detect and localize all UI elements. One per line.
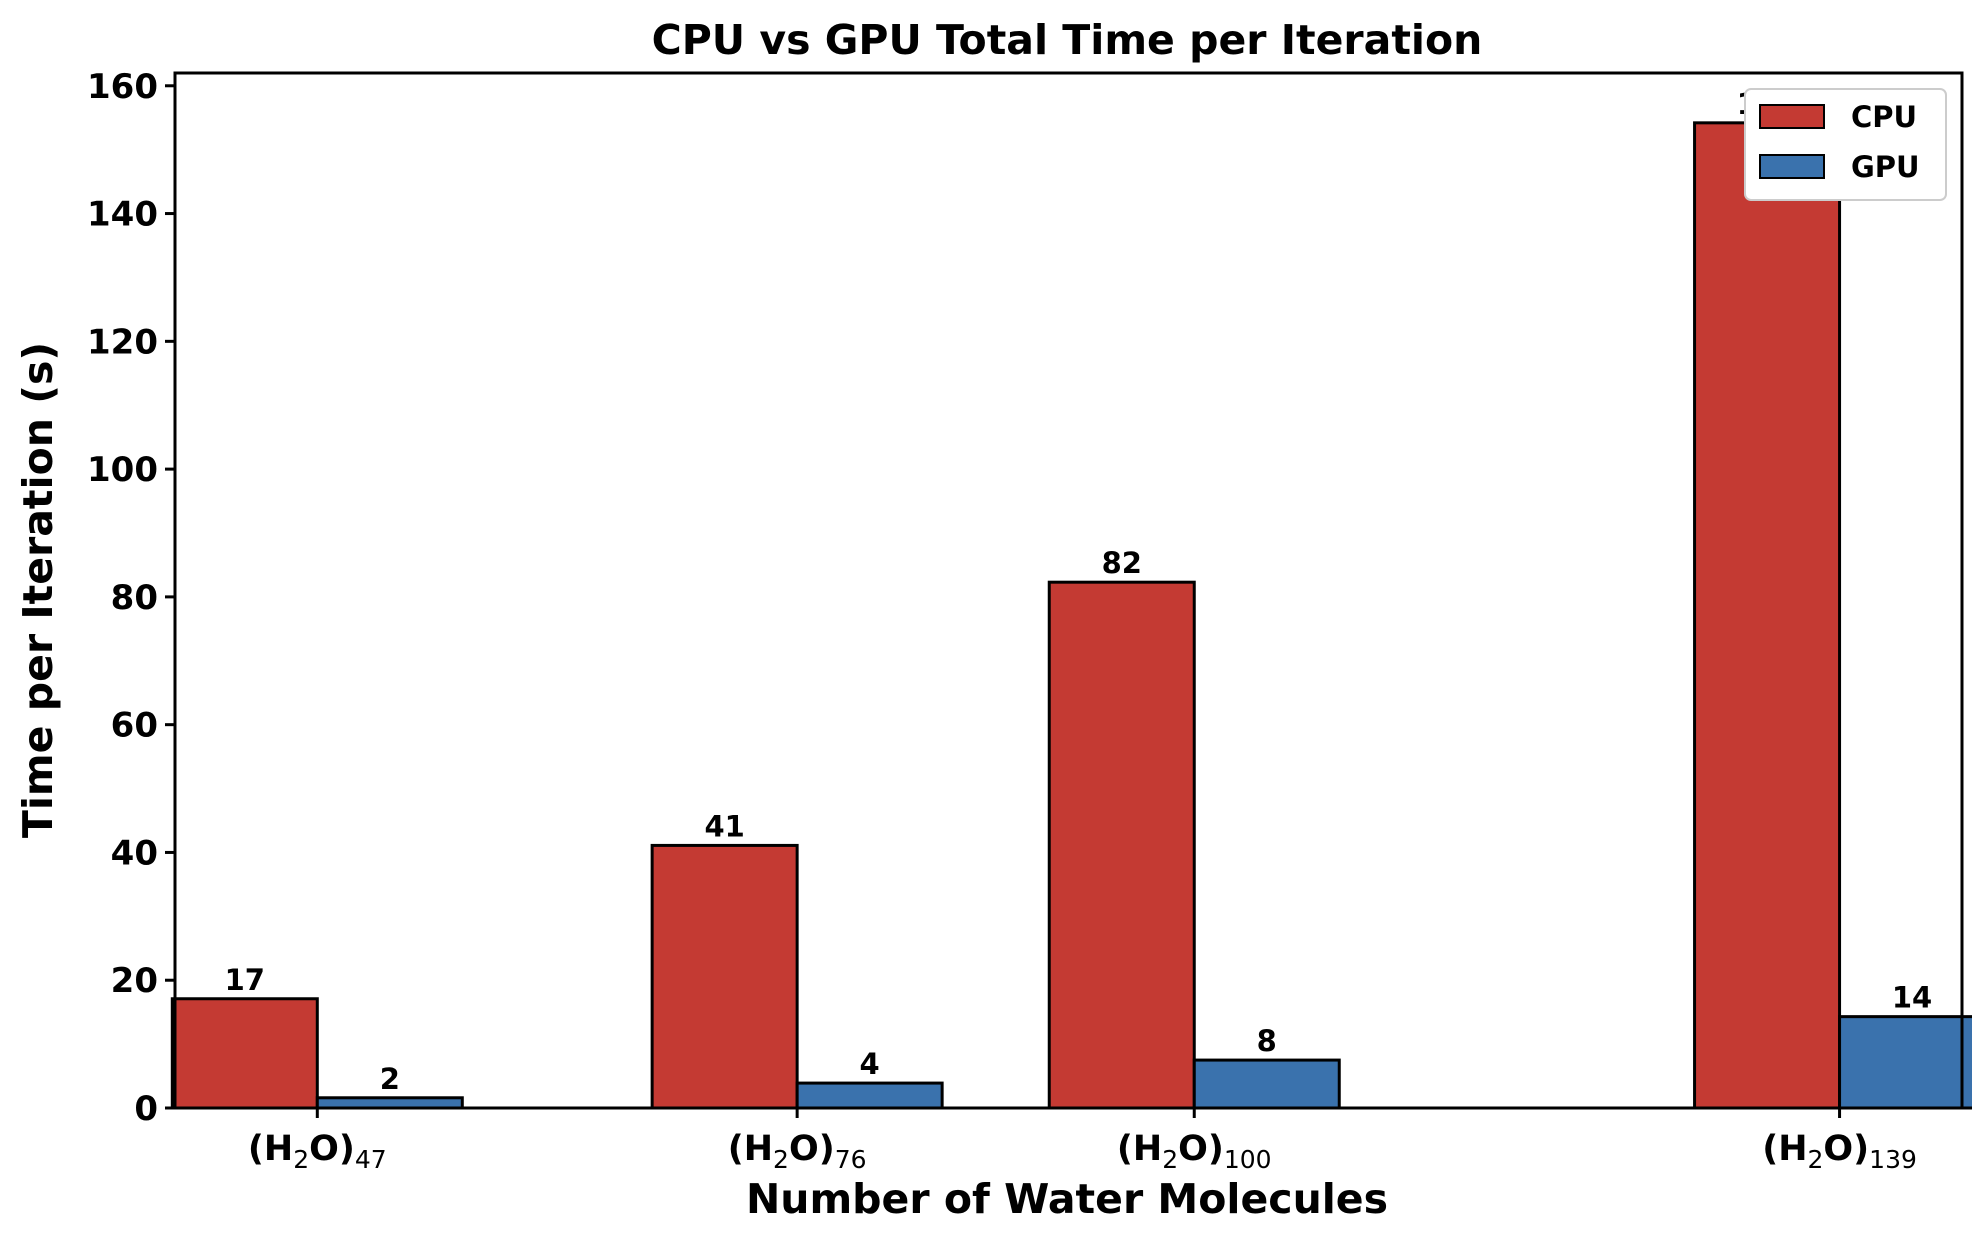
bar-cpu-139	[1693, 121, 1842, 1110]
x-axis: (H2O)47 (H2O)76 (H2O)100 (H2O)139	[248, 1108, 1917, 1174]
plot-frame	[173, 71, 1964, 1110]
legend-swatch-cpu	[1759, 104, 1825, 129]
x-tick-label: (H2O)47	[248, 1129, 387, 1174]
y-tick-label: 20	[111, 961, 158, 1001]
bar-value-label-gpu-76: 4	[860, 1047, 880, 1081]
bar-value-label-gpu-100: 8	[1257, 1024, 1277, 1058]
y-tick-label: 100	[87, 450, 158, 490]
y-tick-label: 0	[134, 1089, 158, 1129]
x-tick-label: (H2O)100	[1117, 1129, 1272, 1174]
bar-value-label-gpu-139: 14	[1892, 981, 1932, 1015]
bar-cpu-76	[650, 843, 799, 1110]
bar-value-label-cpu-76: 41	[704, 809, 744, 843]
bar-gpu-76	[795, 1081, 944, 1110]
bar-value-label-gpu-47: 2	[380, 1062, 400, 1096]
y-axis: 0 20 40 60 80 100 120 140 160	[87, 67, 175, 1129]
legend-label-cpu: CPU	[1851, 100, 1917, 134]
bar-value-label-cpu-47: 17	[225, 963, 265, 997]
x-axis-label: Number of Water Molecules	[746, 1175, 1388, 1223]
y-tick-label: 160	[87, 67, 158, 107]
x-tick-label: (H2O)139	[1762, 1129, 1917, 1174]
bar-value-label-cpu-100: 82	[1102, 546, 1142, 580]
bar-gpu-139	[1838, 1015, 1972, 1110]
x-tick-label: (H2O)76	[728, 1129, 867, 1174]
bar-cpu-47	[170, 997, 319, 1110]
y-axis-label: Time per Iteration (s)	[14, 342, 62, 838]
y-tick-label: 120	[87, 322, 158, 362]
legend: CPU GPU	[1744, 88, 1947, 201]
bar-gpu-100	[1192, 1058, 1341, 1110]
y-tick-label: 80	[111, 578, 158, 618]
y-tick-label: 140	[87, 195, 158, 235]
bar-gpu-47	[315, 1096, 464, 1110]
legend-swatch-gpu	[1759, 154, 1825, 179]
bar-cpu-100	[1047, 580, 1196, 1110]
bars-group	[170, 121, 1972, 1110]
y-tick-label: 60	[111, 706, 158, 746]
y-tick-label: 40	[111, 833, 158, 873]
chart-title: CPU vs GPU Total Time per Iteration	[652, 16, 1483, 64]
legend-label-gpu: GPU	[1851, 150, 1920, 184]
